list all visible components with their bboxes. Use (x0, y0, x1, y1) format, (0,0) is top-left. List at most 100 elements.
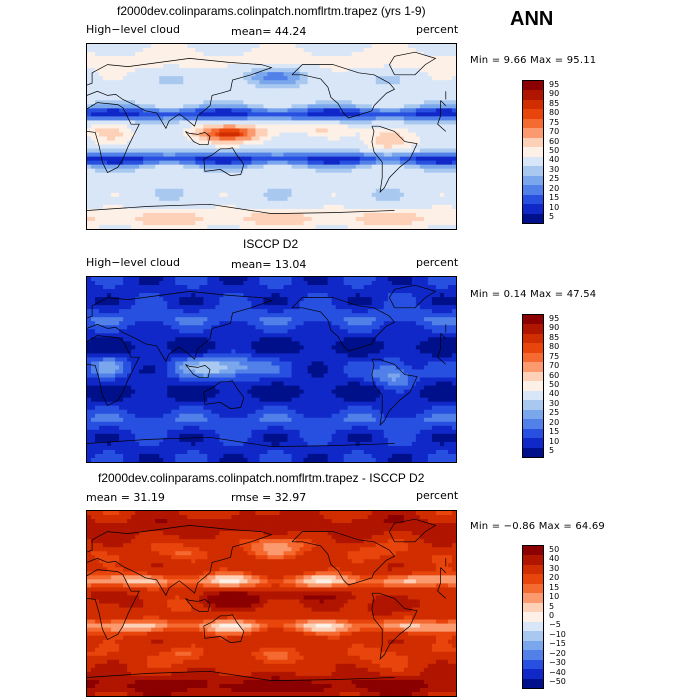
map-cell (399, 68, 405, 73)
map-cell (159, 196, 164, 202)
map-cell (127, 52, 132, 57)
map-cell (443, 188, 449, 194)
map-cell (95, 180, 100, 186)
map-cell (399, 116, 405, 122)
map-cell (367, 196, 373, 202)
map-cell (199, 60, 204, 65)
map-cell (239, 176, 245, 182)
map-cell (215, 132, 220, 138)
map-cell (275, 164, 281, 170)
map-cell (391, 204, 397, 210)
map-cell (155, 180, 160, 186)
map-cell (123, 305, 128, 310)
map-cell (227, 224, 232, 229)
map-cell (123, 156, 128, 162)
map-cell (375, 120, 381, 126)
map-cell (251, 132, 257, 138)
map-cell (151, 216, 156, 222)
map-cell (227, 156, 232, 162)
map-cell (367, 301, 373, 306)
map-cell (355, 144, 361, 150)
map-cell (99, 164, 104, 170)
map-cell (267, 305, 273, 310)
map-cell (279, 285, 285, 290)
map-cell (427, 52, 433, 57)
map-cell (391, 100, 397, 105)
map-cell (371, 216, 377, 222)
map-cell (331, 180, 337, 186)
map-cell (367, 108, 373, 113)
map-cell (439, 220, 445, 226)
map-cell (375, 293, 381, 298)
map-cell (247, 100, 253, 105)
map-cell (347, 305, 353, 310)
panel2-minmax-label: Min = 0.14 Max = 47.54 (470, 289, 597, 300)
map-cell (363, 172, 369, 178)
map-cell (287, 204, 293, 210)
map-cell (239, 112, 245, 117)
map-cell (335, 108, 341, 113)
map-cell (279, 104, 285, 109)
map-cell (235, 104, 241, 109)
map-cell (355, 148, 361, 154)
map-cell (443, 176, 449, 182)
colorbar-cell (523, 137, 543, 148)
map-cell (411, 204, 417, 210)
map-cell (111, 172, 116, 178)
map-cell (103, 212, 108, 218)
map-cell (411, 156, 417, 162)
map-cell (327, 152, 333, 158)
map-cell (395, 84, 401, 89)
map-cell (91, 200, 96, 206)
map-cell (211, 204, 216, 210)
map-cell (211, 160, 216, 166)
map-cell (235, 144, 241, 150)
map-cell (175, 176, 180, 182)
map-cell (151, 72, 156, 77)
map-cell (351, 128, 357, 134)
map-cell (423, 164, 429, 170)
map-cell (235, 293, 241, 298)
map-cell (351, 160, 357, 166)
map-cell (195, 140, 200, 146)
map-cell (399, 208, 405, 214)
map-cell (319, 104, 325, 109)
map-cell (191, 88, 196, 93)
map-cell (359, 144, 365, 150)
map-cell (199, 216, 204, 222)
map-cell (115, 92, 120, 97)
map-cell (283, 108, 289, 113)
map-cell (411, 200, 417, 206)
map-cell (195, 48, 200, 53)
map-cell (183, 216, 188, 222)
map-cell (443, 140, 449, 146)
map-cell (259, 277, 265, 282)
map-cell (139, 176, 144, 182)
map-cell (155, 132, 160, 138)
map-cell (103, 148, 108, 154)
map-cell (239, 120, 245, 126)
map-cell (163, 164, 168, 170)
map-cell (235, 224, 241, 229)
map-cell (163, 44, 168, 49)
map-cell (431, 156, 437, 162)
map-cell (239, 152, 245, 158)
map-cell (231, 301, 236, 306)
map-cell (323, 60, 329, 65)
map-cell (275, 293, 281, 298)
map-cell (395, 56, 401, 61)
map-cell (119, 44, 124, 49)
map-cell (395, 100, 401, 105)
map-cell (387, 192, 393, 198)
map-cell (139, 84, 144, 89)
map-cell (415, 44, 421, 49)
map-cell (303, 64, 309, 69)
map-cell (147, 124, 152, 130)
map-cell (267, 56, 273, 61)
map-cell (311, 184, 317, 190)
map-cell (175, 212, 180, 218)
map-cell (335, 208, 341, 214)
map-cell (175, 285, 180, 290)
map-cell (307, 180, 313, 186)
map-cell (335, 124, 341, 130)
